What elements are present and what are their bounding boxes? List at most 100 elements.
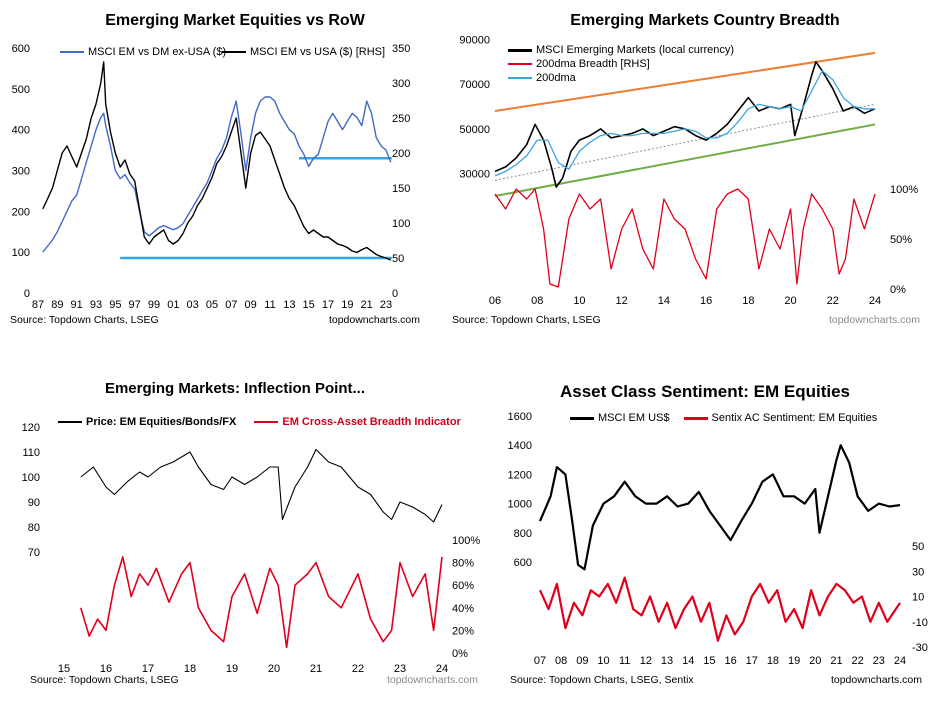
x-tick-label: 23	[394, 663, 406, 675]
chart-title: Emerging Markets: Inflection Point...	[104, 380, 366, 397]
chart-panel-tl: Emerging Market Equities vs RoW MSCI EM …	[0, 0, 470, 340]
x-tick-label: 01	[167, 299, 179, 311]
chart-legend: MSCI EM vs USA ($) [RHS]	[222, 46, 385, 58]
x-tick-label: 18	[742, 295, 754, 307]
y2-tick-label: 60%	[452, 580, 474, 592]
legend-label: 200dma	[536, 72, 576, 84]
y2-tick-label: 0%	[890, 284, 906, 296]
x-tick-label: 14	[658, 295, 670, 307]
y2-tick-label: 50	[912, 541, 924, 553]
legend-item: 200dma Breadth [RHS]	[508, 58, 734, 70]
legend-label: Price: EM Equities/Bonds/FX	[86, 416, 237, 428]
y2-tick-label: 20%	[452, 625, 474, 637]
x-tick-label: 11	[619, 655, 630, 667]
legend-label: MSCI EM vs USA ($) [RHS]	[250, 46, 386, 58]
series-line	[42, 61, 392, 261]
x-tick-label: 08	[531, 295, 543, 307]
y2-tick-label: 250	[392, 113, 410, 125]
series-line	[538, 444, 901, 571]
legend-swatch	[60, 51, 84, 53]
series-line	[494, 61, 876, 188]
y2-tick-label: 40%	[452, 603, 474, 615]
legend-item: MSCI Emerging Markets (local currency)	[508, 44, 734, 56]
y2-tick-label: 0	[392, 288, 398, 300]
site-credit: topdowncharts.com	[328, 314, 420, 326]
source-note: Source: Topdown Charts, LSEG, Sentix	[510, 674, 694, 686]
legend-swatch	[683, 416, 708, 420]
legend-label: MSCI Emerging Markets (local currency)	[536, 44, 735, 56]
series-line	[538, 576, 901, 642]
x-tick-label: 87	[32, 299, 44, 311]
x-tick-label: 21	[830, 655, 842, 667]
x-tick-label: 23	[380, 299, 392, 311]
x-tick-label: 17	[142, 663, 154, 675]
x-tick-label: 10	[597, 655, 609, 667]
x-tick-label: 03	[187, 299, 199, 311]
x-tick-label: 13	[283, 299, 295, 311]
x-tick-label: 12	[640, 655, 652, 667]
chart-legend: MSCI EM US$ Sentix AC Sentiment: EM Equi…	[570, 412, 877, 424]
x-tick-label: 19	[226, 663, 238, 675]
x-tick-label: 91	[71, 299, 83, 311]
x-tick-label: 95	[109, 299, 121, 311]
y2-tick-label: 50%	[890, 234, 912, 246]
x-tick-label: 22	[352, 663, 364, 675]
x-tick-label: 19	[341, 299, 353, 311]
y-tick-label: 200	[12, 206, 30, 218]
y2-tick-label: 100%	[890, 184, 918, 196]
chart-title: Emerging Markets Country Breadth	[570, 12, 840, 29]
y-tick-label: 100	[12, 247, 30, 259]
chart-title: Emerging Market Equities vs RoW	[105, 12, 365, 29]
series-line	[80, 556, 443, 649]
y-tick-label: 800	[514, 528, 532, 540]
x-tick-label: 20	[268, 663, 280, 675]
x-tick-label: 21	[361, 299, 373, 311]
source-note: Source: Topdown Charts, LSEG	[452, 314, 601, 326]
site-credit: topdowncharts.com	[830, 674, 922, 686]
x-tick-label: 89	[51, 299, 63, 311]
x-tick-label: 06	[489, 295, 501, 307]
y-tick-label: 500	[12, 84, 30, 96]
x-tick-label: 09	[576, 655, 588, 667]
y2-tick-label: 100%	[452, 535, 480, 547]
legend-label: 200dma Breadth [RHS]	[536, 58, 650, 70]
x-tick-label: 16	[724, 655, 736, 667]
trend-line	[494, 123, 876, 197]
x-tick-label: 12	[616, 295, 628, 307]
y-tick-label: 1400	[508, 440, 532, 452]
y-tick-label: 70000	[459, 79, 490, 91]
y-tick-label: 1200	[508, 469, 532, 481]
x-tick-label: 24	[436, 663, 448, 675]
legend-label: MSCI EM vs DM ex-USA ($)	[88, 46, 227, 58]
legend-item: Sentix AC Sentiment: EM Equities	[683, 412, 877, 424]
legend-item: MSCI EM vs USA ($) [RHS]	[222, 46, 385, 58]
x-tick-label: 20	[809, 655, 821, 667]
y2-tick-label: 200	[392, 148, 410, 160]
legend-swatch	[570, 416, 594, 420]
y2-tick-label: 150	[392, 183, 410, 195]
x-tick-label: 07	[225, 299, 237, 311]
legend-swatch	[254, 421, 279, 423]
trend-line	[494, 103, 876, 181]
legend-swatch	[508, 63, 532, 65]
series-line	[80, 448, 443, 523]
chart-panel-tr: Emerging Markets Country Breadth MSCI Em…	[452, 0, 940, 340]
x-tick-label: 23	[873, 655, 885, 667]
y-tick-label: 600	[12, 43, 30, 55]
chart-legend: Price: EM Equities/Bonds/FX EM Cross-Ass…	[58, 416, 461, 428]
x-tick-label: 18	[184, 663, 196, 675]
y-tick-label: 0	[24, 288, 30, 300]
chart-plot: 0100200300400500600050100150200250300350…	[12, 43, 411, 311]
x-tick-label: 21	[310, 663, 322, 675]
legend-swatch	[222, 51, 246, 53]
y2-tick-label: 350	[392, 43, 410, 55]
x-tick-label: 15	[303, 299, 315, 311]
legend-item: MSCI EM vs DM ex-USA ($)	[60, 46, 226, 58]
chart-legend: MSCI Emerging Markets (local currency) 2…	[508, 44, 734, 84]
x-tick-label: 11	[264, 299, 275, 311]
legend-swatch	[58, 421, 82, 423]
y2-tick-label: 30	[912, 566, 924, 578]
y2-tick-label: 100	[392, 218, 410, 230]
y2-tick-label: 0%	[452, 648, 468, 660]
series-line	[494, 188, 876, 288]
